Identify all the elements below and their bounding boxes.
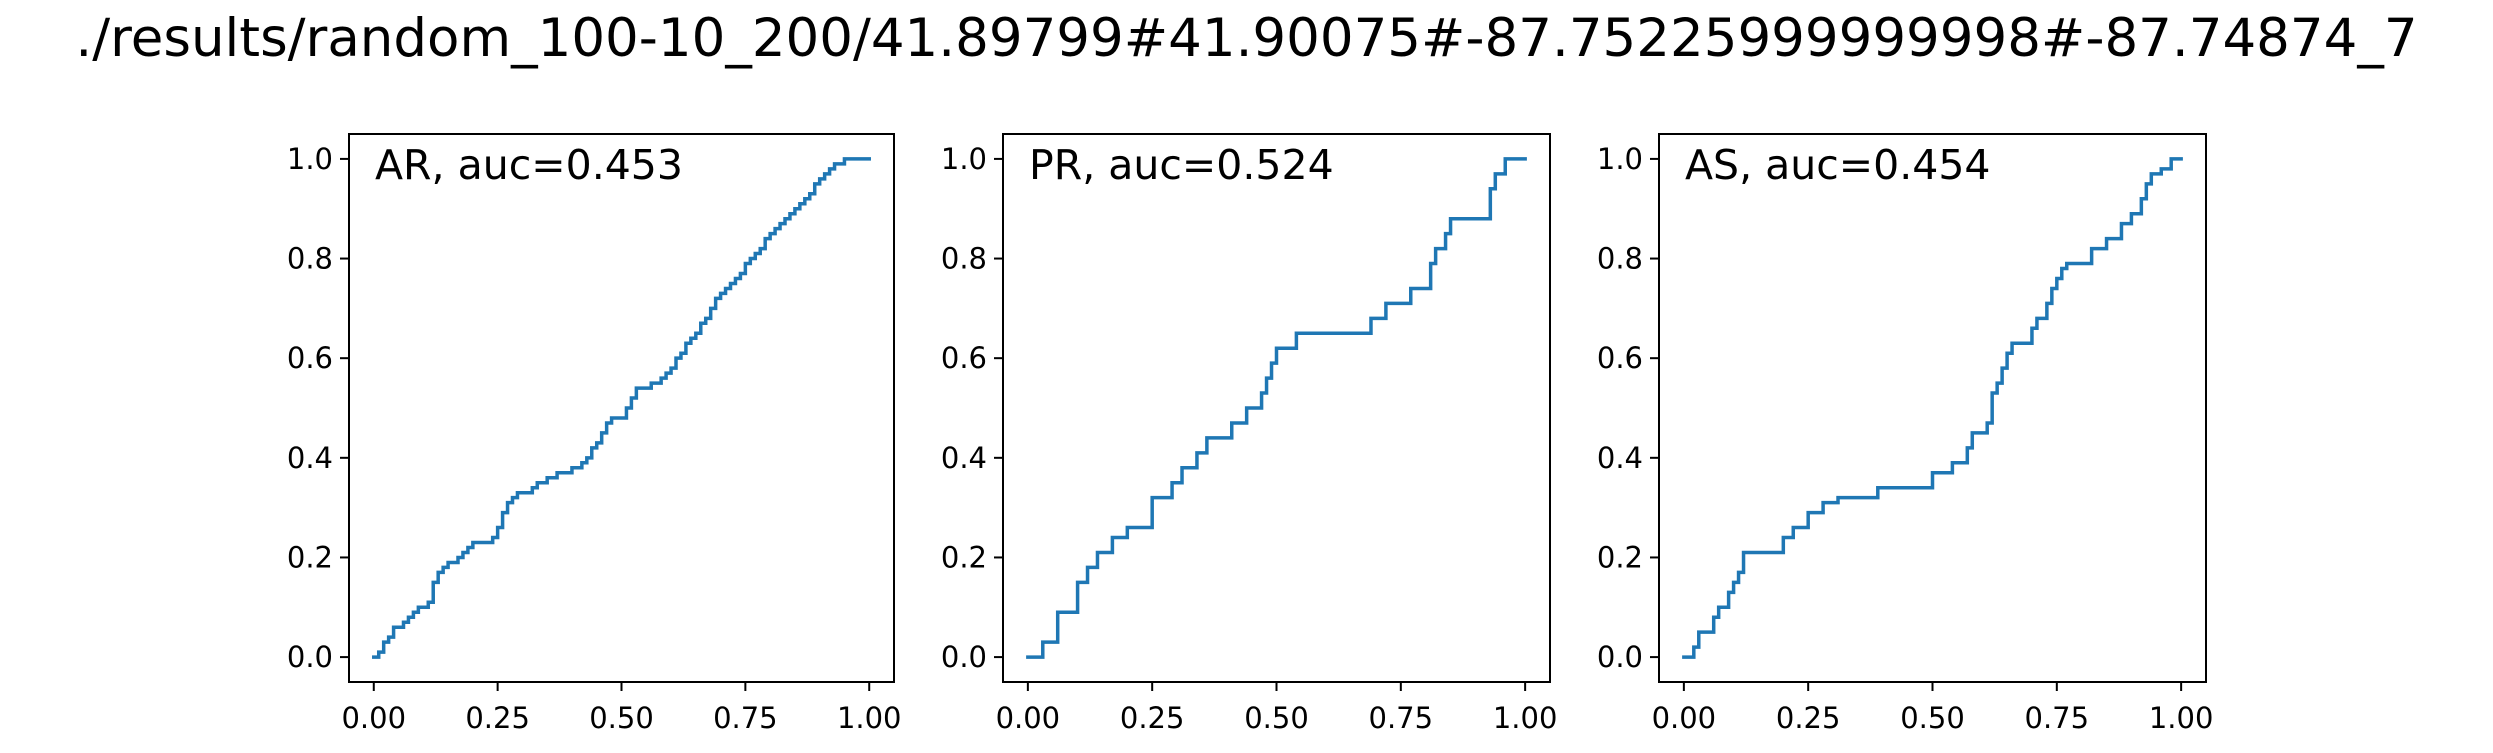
as-xtick-label-3: 0.75 bbox=[2025, 701, 2090, 735]
ar-xtick-label-1: 0.25 bbox=[465, 701, 530, 735]
as-ytick-label-4: 0.8 bbox=[1597, 242, 1643, 276]
pr-xtick-label-3: 0.75 bbox=[1369, 701, 1434, 735]
ar-ytick-label-1: 0.2 bbox=[287, 540, 333, 574]
as-xtick-label-1: 0.25 bbox=[1776, 701, 1841, 735]
as-ytick-label-0: 0.0 bbox=[1597, 640, 1643, 674]
as-series-line-0 bbox=[1682, 157, 2183, 659]
pr-ytick-label-0: 0.0 bbox=[941, 640, 987, 674]
ar-ytick-label-4: 0.8 bbox=[287, 242, 333, 276]
ar-xtick-label-0: 0.00 bbox=[341, 701, 406, 735]
pr-series-line-0 bbox=[1026, 157, 1527, 659]
pr-ytick-label-2: 0.4 bbox=[941, 441, 987, 475]
ar-xtick-label-3: 0.75 bbox=[713, 701, 778, 735]
ar-ytick-label-0: 0.0 bbox=[287, 640, 333, 674]
pr-ytick-label-5: 1.0 bbox=[941, 142, 987, 176]
as-ytick-label-5: 1.0 bbox=[1597, 142, 1643, 176]
pr-xtick-label-0: 0.00 bbox=[996, 701, 1061, 735]
as-panel-title: AS, auc=0.454 bbox=[1685, 141, 1991, 189]
ar-panel-title: AR, auc=0.453 bbox=[375, 141, 683, 189]
pr-xtick-label-2: 0.50 bbox=[1244, 701, 1309, 735]
pr-xtick-label-1: 0.25 bbox=[1120, 701, 1185, 735]
as-xtick-label-4: 1.00 bbox=[2149, 701, 2214, 735]
ar-panel: 0.00 0.25 0.50 0.75 1.00 0.0 0.2 0.4 0.6 0.8 1.0 AR… bbox=[287, 133, 902, 735]
as-axes-frame bbox=[1658, 133, 2207, 683]
pr-ytick-label-1: 0.2 bbox=[941, 540, 987, 574]
as-panel: 0.00 0.25 0.50 0.75 1.00 0.0 0.2 0.4 0.6 0.8 1.0 AS… bbox=[1597, 133, 2214, 735]
ar-series-line-0 bbox=[372, 157, 871, 659]
ar-ytick-label-3: 0.6 bbox=[287, 341, 333, 375]
pr-panel: 0.00 0.25 0.50 0.75 1.00 0.0 0.2 0.4 0.6 0.8 1.0 PR… bbox=[941, 133, 1558, 735]
ar-ytick-label-2: 0.4 bbox=[287, 441, 333, 475]
figure-title: ./results/random_100-10_200/41.89799#41.… bbox=[75, 8, 2418, 69]
pr-ytick-label-3: 0.6 bbox=[941, 341, 987, 375]
ar-xtick-label-2: 0.50 bbox=[589, 701, 654, 735]
as-ytick-label-2: 0.4 bbox=[1597, 441, 1643, 475]
ar-ytick-label-5: 1.0 bbox=[287, 142, 333, 176]
pr-ytick-label-4: 0.8 bbox=[941, 242, 987, 276]
ar-axes-frame bbox=[348, 133, 895, 683]
as-ytick-label-3: 0.6 bbox=[1597, 341, 1643, 375]
as-xtick-label-0: 0.00 bbox=[1652, 701, 1717, 735]
pr-xtick-label-4: 1.00 bbox=[1493, 701, 1558, 735]
as-ytick-label-1: 0.2 bbox=[1597, 540, 1643, 574]
ar-xtick-label-4: 1.00 bbox=[837, 701, 902, 735]
pr-axes-frame bbox=[1002, 133, 1551, 683]
pr-panel-title: PR, auc=0.524 bbox=[1029, 141, 1334, 189]
as-xtick-label-2: 0.50 bbox=[1900, 701, 1965, 735]
